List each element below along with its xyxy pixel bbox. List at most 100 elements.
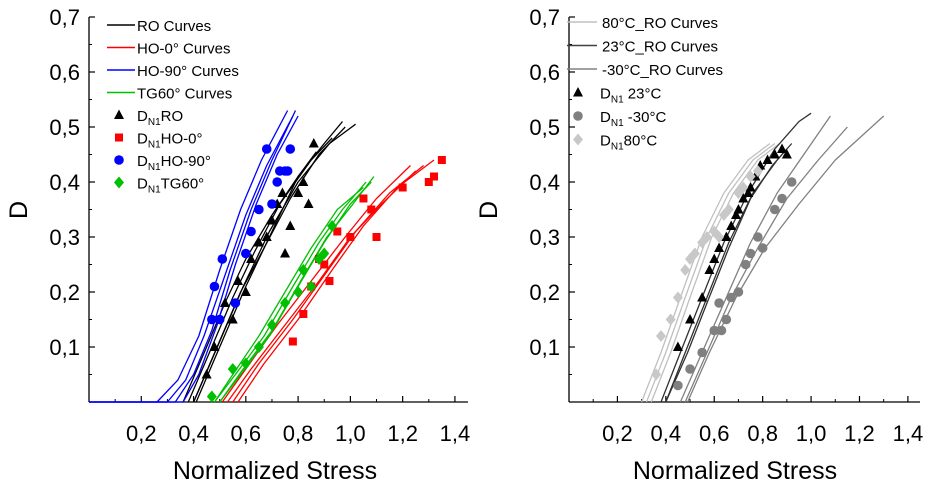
- chart-right: 0,1 0,2 0,3 0,4 0,5 0,6 0,7 0,2 0,4 0,6 0,8 1,0 1,2 1…: [475, 5, 923, 485]
- legend-label-suffix: HO-0°: [161, 131, 203, 148]
- data-point-circle: [282, 166, 293, 176]
- data-point-diamond: [672, 291, 683, 304]
- y-tick-label: 0,5: [529, 115, 560, 140]
- data-point-triangle: [209, 341, 220, 351]
- y-tick-label: 0,3: [529, 225, 560, 250]
- legend-label-subscript: N1: [611, 95, 624, 106]
- data-point-triangle: [769, 149, 780, 159]
- data-point-triangle: [762, 154, 773, 164]
- data-point-triangle: [781, 149, 792, 159]
- fit-curve-0-4: [193, 123, 356, 403]
- data-point-circle: [261, 144, 272, 154]
- fit-curve-3-3: [219, 176, 375, 403]
- data-point-triangle: [240, 286, 251, 296]
- data-point-triangle: [266, 215, 277, 225]
- y-axis-title: D: [475, 201, 503, 219]
- data-point-circle: [207, 314, 217, 325]
- data-point-diamond: [651, 368, 662, 381]
- data-point-diamond: [738, 181, 749, 194]
- y-tick-label: 0,2: [49, 280, 80, 305]
- x-axis-title: Normalized Stress: [633, 457, 837, 485]
- data-point-circle: [757, 243, 768, 253]
- legend-marker-diamond: [573, 133, 583, 146]
- x-tick-label: 1,0: [796, 421, 827, 446]
- x-tick-label: 0,6: [699, 421, 730, 446]
- data-point-square: [333, 227, 342, 236]
- data-point-circle: [272, 177, 282, 187]
- data-point-circle: [733, 287, 744, 297]
- data-point-triangle: [738, 193, 749, 203]
- data-point-triangle: [261, 231, 272, 241]
- data-point-diamond: [665, 313, 676, 326]
- legend-label-subscript: N1: [148, 185, 161, 196]
- data-point-circle: [241, 248, 251, 259]
- data-point-circle: [217, 254, 228, 264]
- data-point-diamond: [327, 220, 338, 232]
- y-tick-label: 0,4: [49, 170, 80, 195]
- data-point-diamond: [655, 330, 666, 342]
- data-point-triangle: [726, 220, 737, 230]
- data-point-circle: [246, 226, 256, 237]
- y-tick-label: 0,2: [529, 280, 560, 305]
- data-point-diamond: [752, 165, 763, 177]
- data-point-diamond: [227, 363, 238, 375]
- x-tick-label: 1,4: [440, 421, 471, 446]
- legend-label: 80°C_RO Curves: [602, 15, 718, 32]
- data-point-circle: [777, 193, 787, 204]
- data-point-diamond: [745, 170, 756, 183]
- fit-curve-3-1: [213, 181, 367, 403]
- data-point-circle: [740, 259, 751, 270]
- legend-label-suffix: RO: [161, 108, 184, 125]
- data-point-square: [325, 277, 334, 285]
- data-point-square: [424, 178, 433, 186]
- data-point-diamond: [689, 247, 700, 260]
- data-point-triangle: [303, 198, 314, 208]
- x-tick-label: 1,2: [387, 421, 418, 446]
- data-point-square: [320, 260, 329, 269]
- data-point-triangle: [685, 314, 696, 324]
- data-point-square: [437, 156, 446, 164]
- data-point-circle: [267, 199, 277, 209]
- data-point-square: [430, 172, 439, 181]
- legend-label: 23°C_RO Curves: [602, 39, 718, 56]
- data-point-circle: [209, 281, 220, 292]
- y-tick-label: 0,7: [49, 5, 80, 30]
- data-point-triangle: [709, 253, 720, 263]
- data-point-triangle: [743, 187, 754, 197]
- data-point-circle: [726, 292, 736, 303]
- data-point-triangle: [672, 341, 683, 351]
- data-point-circle: [714, 298, 724, 308]
- legend-label-subscript: N1: [148, 140, 161, 151]
- data-point-triangle: [731, 209, 742, 219]
- y-tick-label: 0,1: [49, 335, 80, 360]
- legend-label-main: D: [600, 109, 611, 126]
- legend-marker-triangle: [573, 87, 583, 97]
- data-point-circle: [230, 298, 241, 308]
- data-point-diamond: [206, 390, 217, 403]
- legend-label-subscript: N1: [611, 142, 624, 153]
- legend-label-main: D: [137, 176, 148, 193]
- data-point-circle: [721, 314, 732, 325]
- fit-curve-1-3: [237, 159, 435, 403]
- data-point-triangle: [280, 248, 291, 258]
- x-tick-label: 0,8: [747, 421, 778, 446]
- data-point-triangle: [227, 314, 238, 324]
- chart-left: 0,1 0,2 0,3 0,4 0,5 0,6 0,7 0,2 0,4 0,6 0,8 1,0 1,2 1…: [5, 5, 470, 485]
- fit-curve-1-2: [665, 148, 788, 403]
- data-point-square: [367, 205, 376, 214]
- x-tick-label: 0,4: [651, 421, 682, 446]
- legend-label-main: D: [600, 133, 611, 150]
- legend-label: DN1HO-90°: [137, 153, 211, 173]
- x-tick-label: 0,4: [178, 421, 209, 446]
- legend-label: HO-90° Curves: [137, 63, 239, 80]
- data-point-diamond: [723, 203, 734, 216]
- data-point-diamond: [319, 247, 330, 260]
- data-point-triangle: [201, 369, 212, 379]
- data-point-circle: [254, 204, 264, 215]
- x-tick-label: 1,4: [893, 421, 924, 446]
- fit-curve-2-3: [89, 115, 299, 403]
- legend-label: DN1 -30°C: [600, 109, 666, 129]
- data-point-diamond: [701, 231, 712, 243]
- y-axis-title: D: [5, 201, 33, 219]
